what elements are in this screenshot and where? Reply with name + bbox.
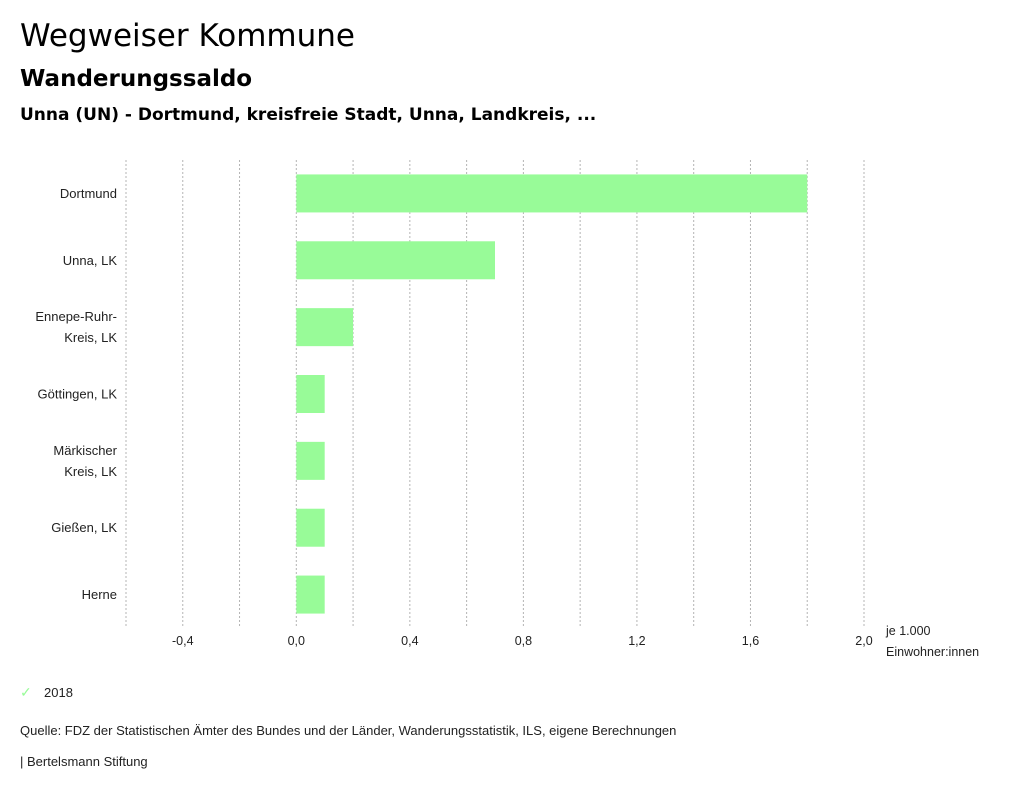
category-label: Herne — [82, 587, 117, 602]
category-label-line: Unna, LK — [63, 253, 118, 268]
category-label-line: Kreis, LK — [64, 464, 117, 479]
x-tick-label: 0,8 — [515, 634, 532, 648]
category-label: Gießen, LK — [51, 520, 117, 535]
x-axis-unit-label: Einwohner:innen — [886, 645, 979, 659]
x-tick-label: 0,4 — [401, 634, 418, 648]
x-axis-unit-label: je 1.000 — [885, 624, 931, 638]
category-label: Märkischer Kreis, LK — [53, 443, 117, 479]
app-title: Wegweiser Kommune — [20, 18, 355, 54]
category-label: Göttingen, LK — [38, 387, 118, 402]
category-label-line: Dortmund — [60, 186, 117, 201]
x-tick-label: 1,2 — [628, 634, 645, 648]
bars — [296, 174, 808, 614]
x-tick-label: -0,4 — [172, 634, 194, 648]
category-label-line: Herne — [82, 587, 117, 602]
gridlines — [125, 160, 865, 628]
x-axis-label: je 1.000 Einwohner:innen — [885, 624, 979, 659]
category-labels: Dortmund Unna, LK Ennepe-Ruhr- Kreis, LK Göt… — [35, 186, 117, 602]
chart-subtitle: Wanderungssaldo — [20, 66, 253, 92]
bar[interactable] — [296, 508, 325, 547]
bar[interactable] — [296, 441, 325, 480]
x-tick-label: 1,6 — [742, 634, 759, 648]
x-tick-label: 2,0 — [855, 634, 872, 648]
legend-label: 2018 — [44, 685, 73, 700]
check-icon: ✓ — [20, 684, 32, 700]
bar[interactable] — [296, 308, 354, 347]
x-tick-label: 0,0 — [288, 634, 305, 648]
bar[interactable] — [296, 575, 325, 614]
bar[interactable] — [296, 174, 808, 213]
category-label-line: Göttingen, LK — [38, 387, 118, 402]
x-axis-ticks: -0,4 0,0 0,4 0,8 1,2 1,6 2,0 — [172, 634, 873, 648]
legend-item-2018[interactable]: ✓ 2018 — [20, 684, 73, 701]
bar[interactable] — [296, 241, 495, 280]
source-text: Quelle: FDZ der Statistischen Ämter des … — [20, 723, 677, 738]
category-label-line: Gießen, LK — [51, 520, 117, 535]
region-selector-label: Unna (UN) - Dortmund, kreisfreie Stadt, … — [20, 105, 597, 125]
category-label: Ennepe-Ruhr- Kreis, LK — [35, 309, 117, 345]
category-label: Dortmund — [60, 186, 117, 201]
bar[interactable] — [296, 375, 325, 413]
category-label-line: Märkischer — [53, 443, 117, 458]
category-label-line: Ennepe-Ruhr- — [35, 309, 117, 324]
category-label: Unna, LK — [63, 253, 118, 268]
category-label-line: Kreis, LK — [64, 330, 117, 345]
credit-text: | Bertelsmann Stiftung — [20, 754, 148, 769]
bar-chart: Dortmund Unna, LK Ennepe-Ruhr- Kreis, LK Göt… — [35, 160, 979, 659]
